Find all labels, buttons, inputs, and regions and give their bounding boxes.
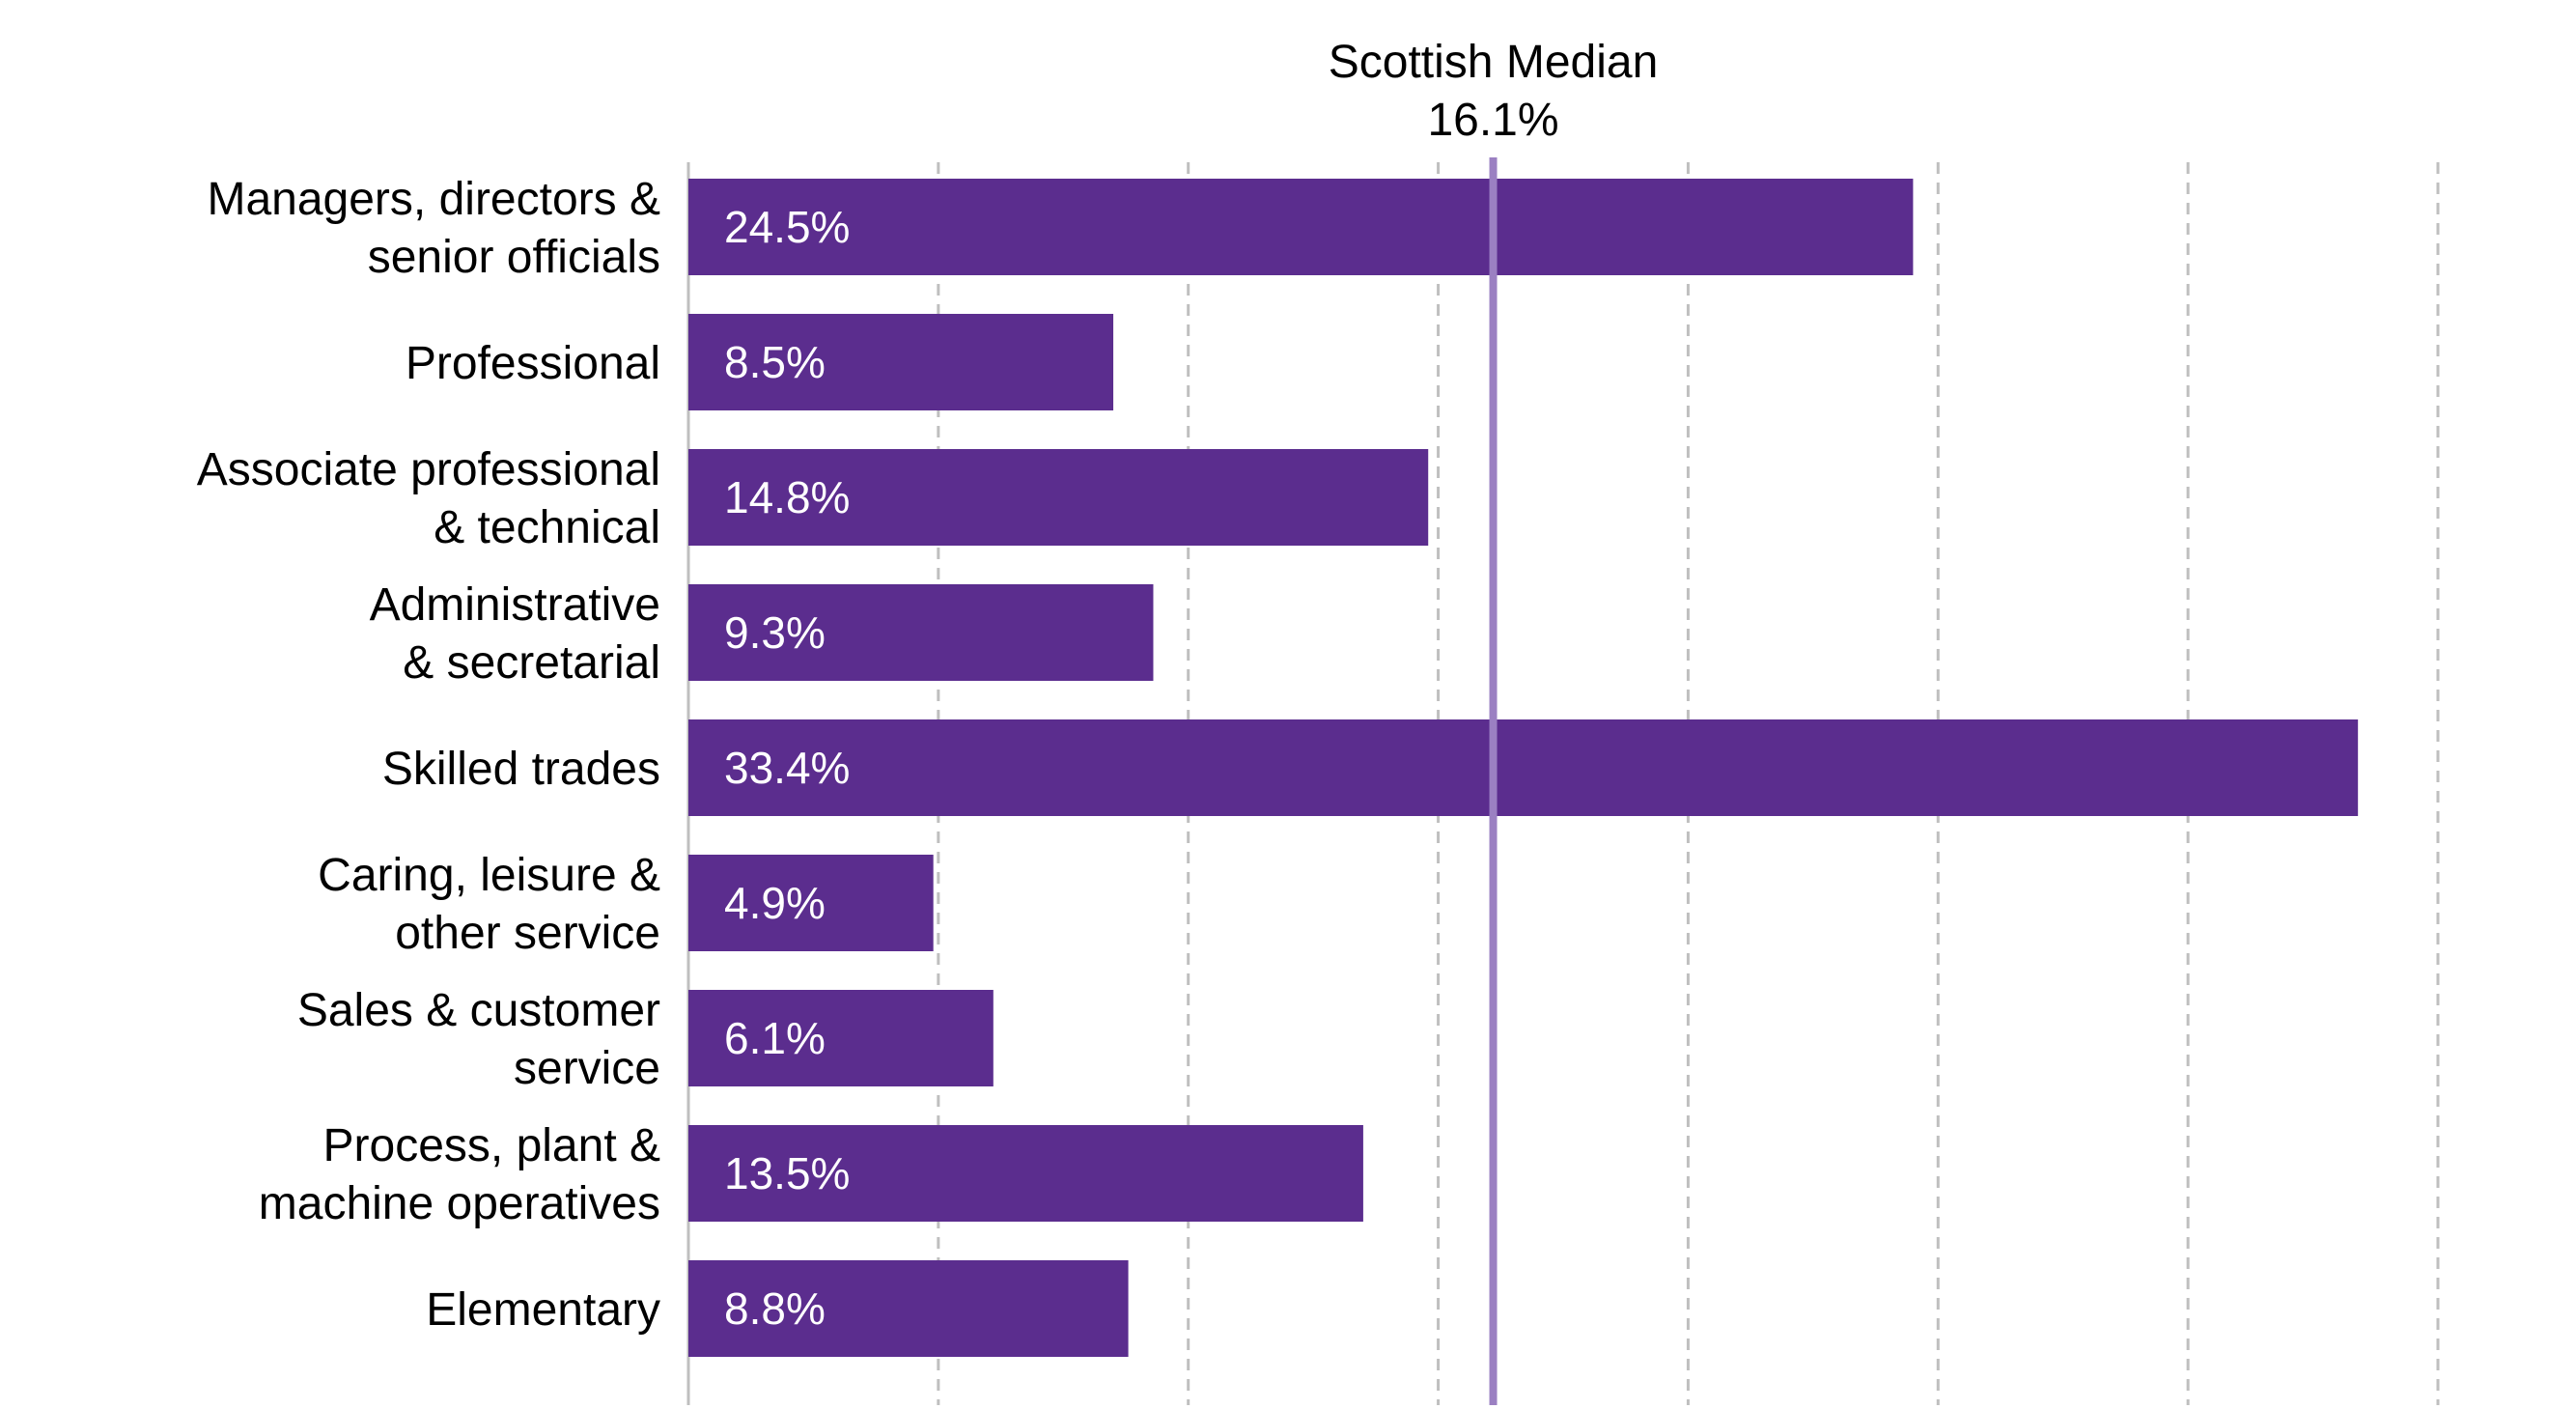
bar xyxy=(688,1125,1363,1222)
bar-value-label: 24.5% xyxy=(724,202,850,252)
category-label: Caring, leisure & other service xyxy=(318,850,660,959)
bar xyxy=(688,449,1429,546)
bar-value-label: 14.8% xyxy=(724,472,850,522)
bar-value-label: 4.9% xyxy=(724,878,826,928)
bars: 24.5% 8.5% 14.8% 9.3% 33.4% 4.9% 6.1% 13.5% 8.8% xyxy=(688,179,2359,1357)
category-label: Skilled trades xyxy=(382,744,660,795)
bar-value-label: 13.5% xyxy=(724,1148,850,1198)
bar-value-label: 8.5% xyxy=(724,337,826,387)
bar-value-label: 33.4% xyxy=(724,743,850,793)
bar xyxy=(688,719,2359,816)
bar xyxy=(688,855,934,951)
category-label: Managers, directors & senior officials xyxy=(207,174,660,283)
category-label: Elementary xyxy=(426,1284,660,1336)
bar xyxy=(688,990,994,1086)
category-label: Administrative & secretarial xyxy=(370,579,660,689)
category-labels: Managers, directors & senior officials Pro… xyxy=(197,174,660,1336)
bar-value-label: 6.1% xyxy=(724,1013,826,1063)
category-label: Sales & customer service xyxy=(297,985,660,1094)
bar xyxy=(688,314,1114,410)
bar-value-label: 9.3% xyxy=(724,607,826,658)
bar-value-label: 8.8% xyxy=(724,1283,826,1334)
bar xyxy=(688,584,1154,681)
category-label: Professional xyxy=(406,338,660,389)
median-label: Scottish Median 16.1% xyxy=(1329,37,1659,146)
median-reference: Scottish Median 16.1% xyxy=(1329,37,1659,1405)
bar xyxy=(688,179,1914,275)
category-label: Process, plant & machine operatives xyxy=(259,1120,660,1229)
category-label: Associate professional & technical xyxy=(197,444,660,553)
bar xyxy=(688,1260,1129,1357)
